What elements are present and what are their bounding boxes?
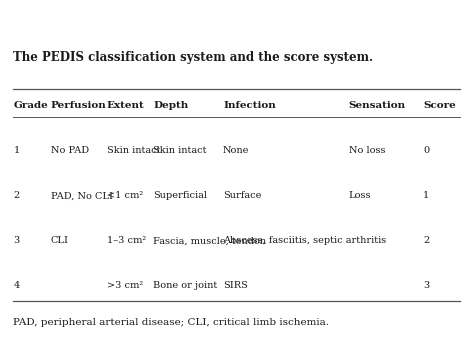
Text: 1: 1 [423, 191, 429, 200]
Text: Skin intact: Skin intact [107, 146, 160, 155]
Text: No PAD: No PAD [51, 146, 89, 155]
Text: 3: 3 [423, 282, 429, 290]
Text: 1–3 cm²: 1–3 cm² [107, 236, 146, 245]
Text: SIRS: SIRS [223, 282, 248, 290]
Text: Depth: Depth [153, 101, 188, 110]
Text: Sensation: Sensation [349, 101, 406, 110]
Text: Grade: Grade [13, 101, 48, 110]
Text: Loss: Loss [349, 191, 371, 200]
Text: Superficial: Superficial [153, 191, 207, 200]
Text: Fascia, muscle, tendon: Fascia, muscle, tendon [153, 236, 266, 245]
Text: PAD, No CLI: PAD, No CLI [51, 191, 113, 200]
Text: Skin intact: Skin intact [153, 146, 207, 155]
Text: >3 cm²: >3 cm² [107, 282, 143, 290]
Text: Perfusion: Perfusion [51, 101, 107, 110]
Text: None: None [223, 146, 249, 155]
Text: Abscess, fasciitis, septic arthritis: Abscess, fasciitis, septic arthritis [223, 236, 386, 245]
Text: No loss: No loss [349, 146, 385, 155]
Text: 3: 3 [13, 236, 20, 245]
Text: The PEDIS classification system and the score system.: The PEDIS classification system and the … [13, 51, 374, 64]
Text: Bone or joint: Bone or joint [153, 282, 218, 290]
Text: 4: 4 [13, 282, 20, 290]
Text: 2: 2 [423, 236, 429, 245]
Text: 0: 0 [423, 146, 429, 155]
Text: Surface: Surface [223, 191, 261, 200]
Text: 2: 2 [13, 191, 20, 200]
Text: Infection: Infection [223, 101, 276, 110]
Text: PAD, peripheral arterial disease; CLI, critical limb ischemia.: PAD, peripheral arterial disease; CLI, c… [13, 318, 329, 327]
Text: Score: Score [423, 101, 456, 110]
Text: CLI: CLI [51, 236, 69, 245]
Text: Extent: Extent [107, 101, 145, 110]
Text: 1: 1 [13, 146, 20, 155]
Text: <1 cm²: <1 cm² [107, 191, 143, 200]
